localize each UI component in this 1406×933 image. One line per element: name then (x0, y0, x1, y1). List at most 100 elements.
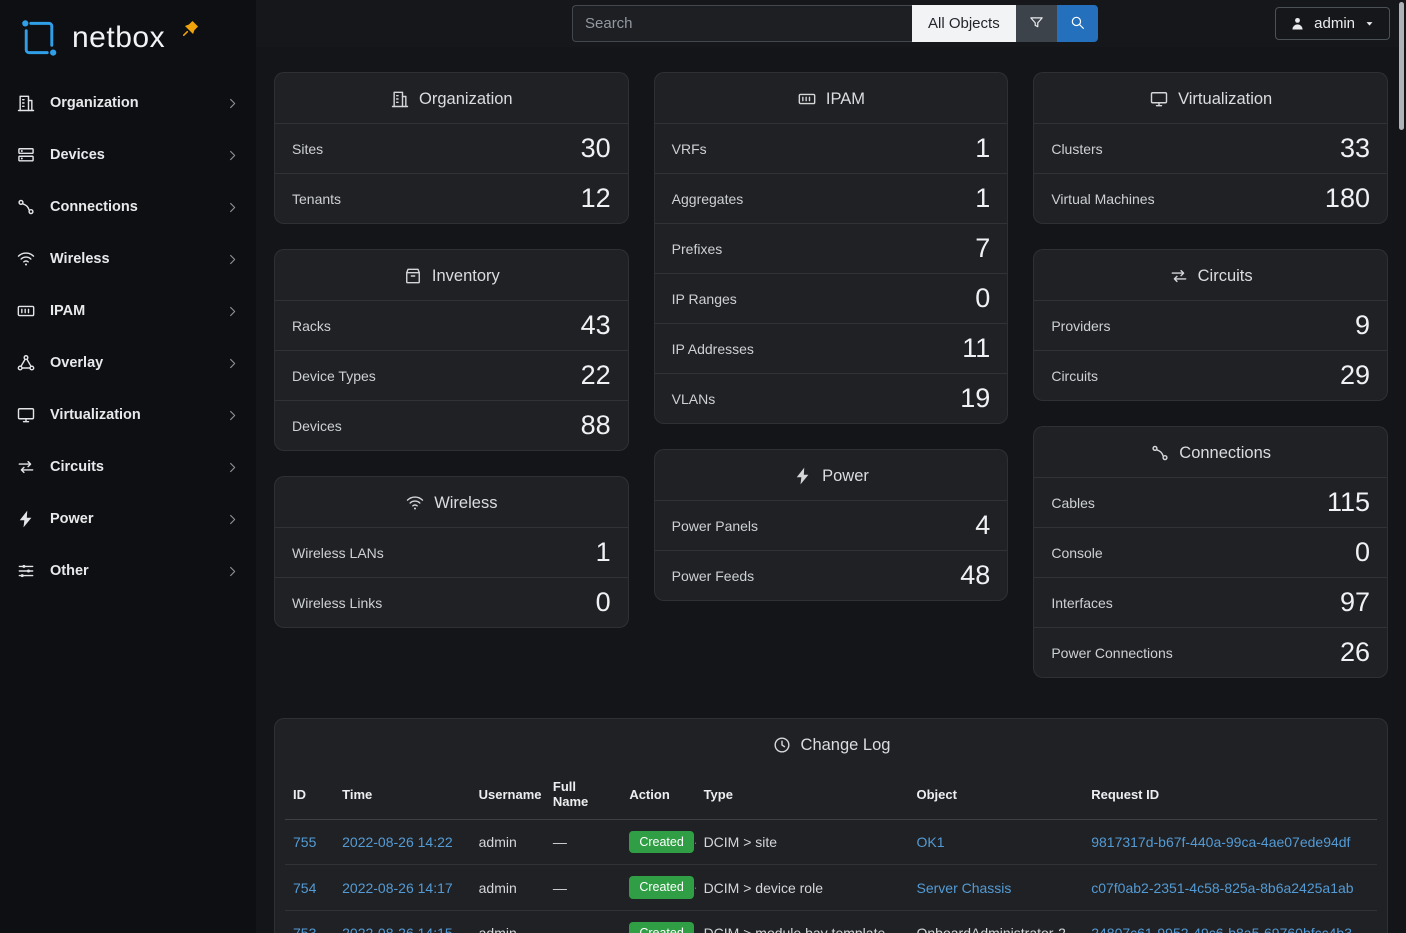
stat-value[interactable]: 115 (1326, 487, 1370, 517)
sidebar-item-circuits[interactable]: Circuits (0, 441, 256, 493)
stat-value[interactable]: 19 (960, 383, 991, 413)
changelog-header: Change Log (275, 719, 1387, 769)
stat-value[interactable]: 1 (975, 133, 991, 163)
chevron-right-icon (225, 512, 240, 527)
stat-value[interactable]: 11 (962, 333, 991, 363)
stat-label: Device Types (292, 367, 376, 384)
stat-value[interactable]: 26 (1339, 637, 1370, 667)
stat-value[interactable]: 97 (1339, 587, 1370, 617)
action-badge: Created (629, 876, 694, 899)
card-title-text: IPAM (825, 89, 866, 108)
scrollbar[interactable] (1399, 2, 1404, 130)
stat-row: VRFs 1 (654, 123, 1008, 173)
stat-value[interactable]: 48 (960, 560, 991, 590)
main: All Objects admin Organization Sites 30 Ten… (256, 0, 1406, 933)
sidebar-item-label: Wireless (50, 251, 110, 267)
stat-value[interactable]: 22 (580, 360, 611, 390)
changelog-id-link[interactable]: 753 (293, 924, 317, 933)
ipam-icon (797, 89, 817, 109)
request-id-link[interactable]: 9817317d-b67f-440a-99ca-4ae07ede94df (1091, 834, 1351, 851)
stat-value[interactable]: 30 (580, 133, 611, 163)
stat-label: Wireless LANs (292, 544, 384, 561)
stat-value[interactable]: 4 (975, 510, 991, 540)
stat-row: VLANs 19 (654, 373, 1008, 423)
sidebar-item-label: IPAM (50, 303, 86, 319)
stat-label: Devices (292, 417, 342, 434)
changelog-object-link[interactable]: OK1 (916, 834, 945, 851)
stat-row: Wireless Links 0 (275, 577, 628, 627)
sidebar: netbox Organization Devices Connections Wir… (0, 0, 256, 933)
sidebar-item-overlay[interactable]: Overlay (0, 337, 256, 389)
stat-label: VLANs (671, 390, 716, 407)
connections-icon (1150, 443, 1170, 463)
stat-row: Circuits 29 (1034, 350, 1387, 400)
sidebar-item-label: Connections (50, 199, 138, 215)
sidebar-item-wireless[interactable]: Wireless (0, 233, 256, 285)
brand[interactable]: netbox (0, 0, 256, 77)
changelog-id-link[interactable]: 755 (293, 834, 317, 851)
sidebar-item-organization[interactable]: Organization (0, 77, 256, 129)
stat-row: Aggregates 1 (654, 173, 1008, 223)
sidebar-item-ipam[interactable]: IPAM (0, 285, 256, 337)
card-title-text: Organization (419, 89, 513, 108)
changelog-col-object: Object (908, 769, 1084, 820)
filter-icon (1028, 14, 1045, 34)
card-circuits: Circuits Providers 9 Circuits 29 (1033, 249, 1388, 401)
stat-value[interactable]: 33 (1339, 133, 1370, 163)
stat-value[interactable]: 43 (580, 310, 611, 340)
stat-value[interactable]: 180 (1324, 183, 1370, 213)
changelog-object: OnboardAdministrator-2 (916, 924, 1066, 933)
changelog-id-link[interactable]: 754 (293, 879, 317, 896)
changelog-type: DCIM > module bay template (703, 924, 886, 933)
request-id-link[interactable]: c07f0ab2-2351-4c58-825a-8b6a2425a1ab (1091, 879, 1354, 896)
search-button[interactable] (1056, 5, 1098, 42)
sidebar-item-other[interactable]: Other (0, 545, 256, 597)
stat-value[interactable]: 1 (595, 537, 611, 567)
netbox-logo-icon (16, 17, 62, 59)
changelog-username: admin (478, 879, 517, 896)
changelog-time-link[interactable]: 2022-08-26 14:17 (342, 879, 453, 896)
filter-button[interactable] (1015, 5, 1057, 42)
stat-value[interactable]: 0 (595, 587, 611, 617)
chevron-right-icon (225, 304, 240, 319)
changelog-object-link[interactable]: Server Chassis (916, 879, 1012, 896)
changelog-time-link[interactable]: 2022-08-26 14:15 (342, 924, 453, 933)
card-power: Power Power Panels 4 Power Feeds 48 (653, 449, 1009, 601)
changelog-icon (772, 735, 792, 755)
stat-value[interactable]: 1 (975, 183, 991, 213)
stat-value[interactable]: 7 (975, 233, 991, 263)
stat-value[interactable]: 0 (975, 283, 991, 313)
virtualization-icon (1149, 89, 1169, 109)
search-icon (1069, 14, 1086, 34)
stat-row: Console 0 (1034, 527, 1387, 577)
changelog-col-time: Time (334, 769, 471, 820)
user-menu-button[interactable]: admin (1275, 7, 1390, 40)
sidebar-item-connections[interactable]: Connections (0, 181, 256, 233)
sidebar-item-label: Devices (50, 147, 105, 163)
card-title-text: Inventory (431, 266, 500, 285)
card-title-text: Connections (1179, 443, 1272, 462)
stat-label: Wireless Links (292, 594, 383, 611)
changelog-full-name: — (552, 879, 567, 896)
sidebar-item-virtualization[interactable]: Virtualization (0, 389, 256, 441)
request-id-link[interactable]: 24807c61-9952-49c6-b8a5-69760bfcc4b3 (1091, 924, 1352, 933)
ipam-icon (16, 301, 36, 321)
stat-label: Aggregates (671, 190, 744, 207)
search-input[interactable] (572, 5, 912, 42)
object-type-button[interactable]: All Objects (912, 5, 1016, 42)
stat-value[interactable]: 29 (1339, 360, 1370, 390)
sidebar-item-label: Organization (50, 95, 139, 111)
changelog-title: Change Log (800, 735, 891, 754)
changelog-full-name: — (552, 834, 567, 851)
changelog-time-link[interactable]: 2022-08-26 14:22 (342, 834, 453, 851)
pin-icon[interactable] (181, 19, 200, 38)
stat-label: Racks (292, 317, 331, 334)
connections-icon (16, 197, 36, 217)
stat-value[interactable]: 9 (1354, 310, 1370, 340)
sidebar-item-power[interactable]: Power (0, 493, 256, 545)
stat-value[interactable]: 12 (580, 183, 611, 213)
sidebar-item-devices[interactable]: Devices (0, 129, 256, 181)
stat-value[interactable]: 88 (580, 410, 611, 440)
card-title: Power (655, 450, 1008, 500)
stat-value[interactable]: 0 (1354, 537, 1370, 567)
